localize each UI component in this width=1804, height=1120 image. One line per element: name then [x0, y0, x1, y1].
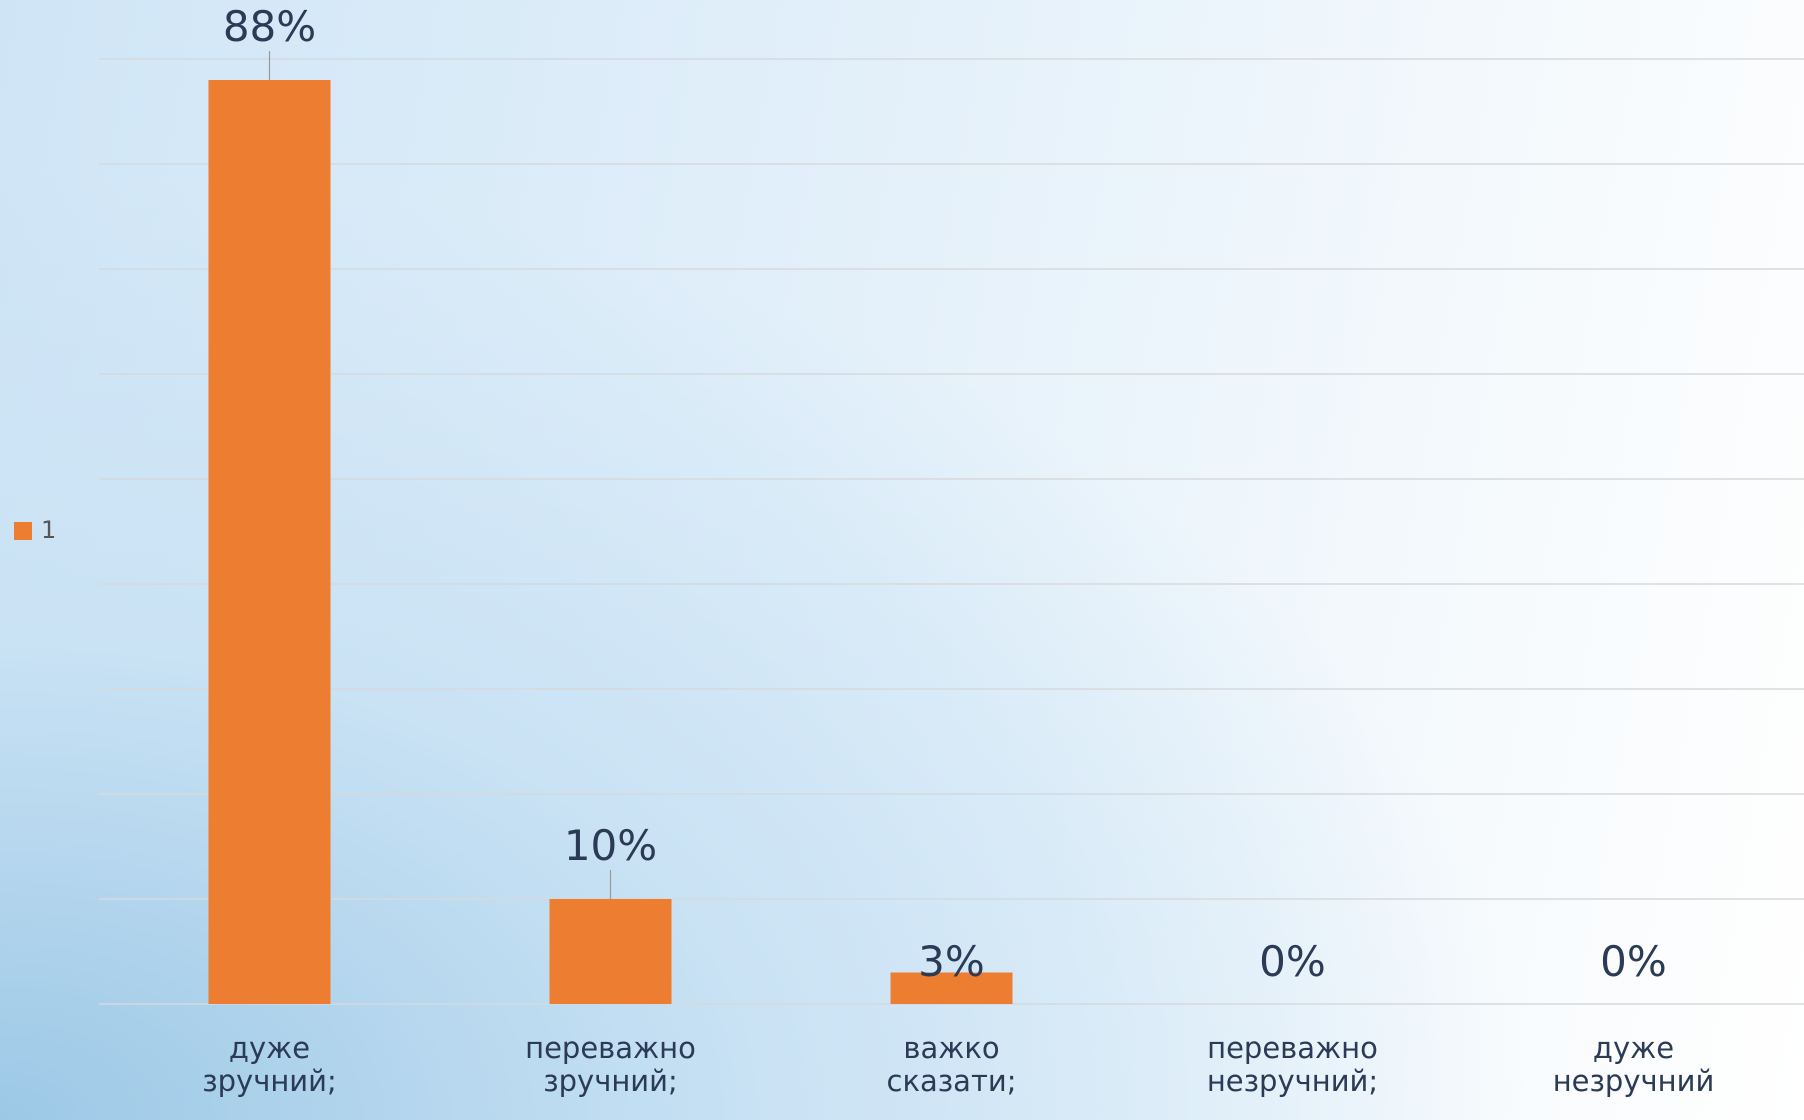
x-tick-label: переважно незручний;	[1206, 1031, 1379, 1099]
x-tick-label: дуже незручний	[1552, 1031, 1715, 1099]
data-label: 0%	[1600, 936, 1667, 986]
x-tick-label: дуже зручний;	[202, 1031, 337, 1099]
data-label: 88%	[222, 1, 317, 51]
x-tick-label: важко сказати;	[886, 1031, 1017, 1099]
data-label: 10%	[563, 820, 658, 870]
legend-label: 1	[41, 516, 57, 545]
bar	[890, 972, 1013, 1004]
legend-swatch	[14, 522, 32, 540]
x-tick-label: переважно зручний;	[525, 1031, 696, 1099]
data-label: 0%	[1259, 936, 1326, 986]
bar	[549, 899, 672, 1004]
data-label: 3%	[918, 936, 985, 986]
bar	[208, 80, 331, 1004]
